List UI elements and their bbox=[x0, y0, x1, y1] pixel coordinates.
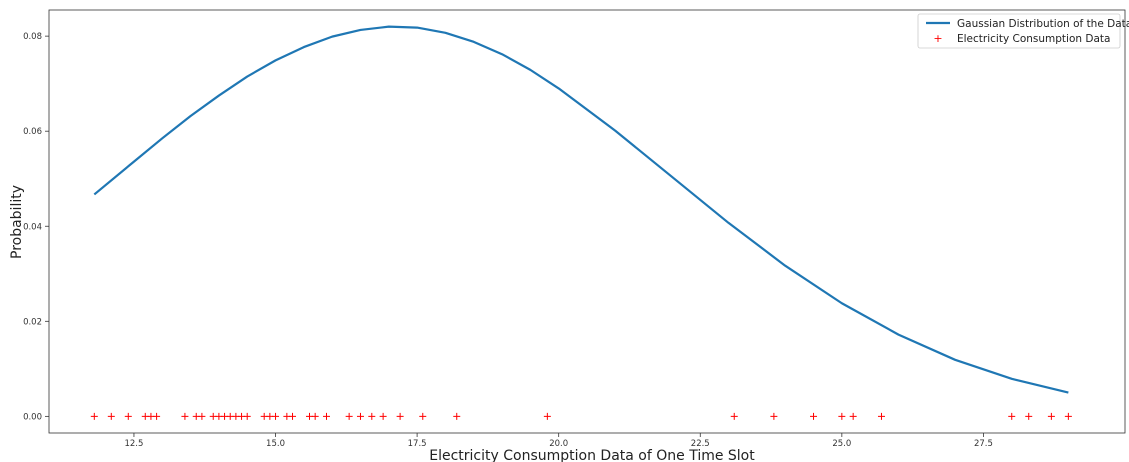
data-point-marker bbox=[543, 412, 551, 420]
data-point-marker bbox=[379, 412, 387, 420]
x-tick-label: 12.5 bbox=[124, 439, 143, 449]
data-point-marker bbox=[730, 412, 738, 420]
data-point-marker bbox=[272, 412, 280, 420]
data-point-marker bbox=[368, 412, 376, 420]
x-tick-label: 27.5 bbox=[974, 439, 993, 449]
data-point-marker bbox=[1047, 412, 1055, 420]
legend-box bbox=[917, 13, 1121, 49]
data-point-marker bbox=[345, 412, 353, 420]
legend: Gaussian Distribution of the Data + Elec… bbox=[917, 13, 1129, 49]
chart-marks bbox=[90, 25, 1072, 420]
plot-area bbox=[48, 9, 1126, 434]
data-point-marker bbox=[770, 412, 778, 420]
data-point-marker bbox=[453, 412, 461, 420]
x-tick-label: 20.0 bbox=[549, 439, 568, 449]
y-tick-label: 0.02 bbox=[23, 317, 42, 327]
data-point-marker bbox=[396, 412, 404, 420]
data-point-marker bbox=[243, 412, 251, 420]
legend-plus-swatch: + bbox=[933, 32, 942, 45]
data-point-marker bbox=[1064, 412, 1072, 420]
axis-ticks: 12.5 15.0 17.5 20.0 22.5 25.0 27.5 0.00 0.02 0.04… bbox=[23, 32, 993, 449]
x-tick-label: 22.5 bbox=[691, 439, 710, 449]
data-point-marker bbox=[1025, 412, 1033, 420]
data-point-marker bbox=[838, 412, 846, 420]
data-point-marker bbox=[849, 412, 857, 420]
data-point-marker bbox=[322, 412, 330, 420]
data-point-marker bbox=[90, 412, 98, 420]
data-point-marker bbox=[124, 412, 132, 420]
y-tick-label: 0.08 bbox=[23, 32, 42, 42]
gaussian-curve-line bbox=[93, 25, 1069, 394]
data-point-marker bbox=[289, 412, 297, 420]
x-tick-label: 15.0 bbox=[266, 439, 285, 449]
data-point-marker bbox=[356, 412, 364, 420]
y-tick-label: 0.00 bbox=[23, 412, 42, 422]
y-tick-label: 0.04 bbox=[23, 222, 42, 232]
data-point-marker bbox=[198, 412, 206, 420]
y-axis-label: Probability bbox=[9, 185, 25, 259]
data-point-marker bbox=[419, 412, 427, 420]
legend-entry-consumption: Electricity Consumption Data bbox=[957, 33, 1110, 45]
data-point-marker bbox=[311, 412, 319, 420]
x-tick-label: 17.5 bbox=[408, 439, 427, 449]
y-tick-label: 0.06 bbox=[23, 127, 42, 137]
data-point-marker bbox=[107, 412, 115, 420]
legend-entry-gaussian: Gaussian Distribution of the Data bbox=[957, 18, 1129, 30]
data-point-marker bbox=[877, 412, 885, 420]
data-point-marker bbox=[1008, 412, 1016, 420]
data-point-marker bbox=[153, 412, 161, 420]
x-axis-label: Electricity Consumption Data of One Time… bbox=[429, 448, 755, 462]
data-point-marker bbox=[810, 412, 818, 420]
data-point-marker bbox=[181, 412, 189, 420]
x-tick-label: 25.0 bbox=[832, 439, 851, 449]
